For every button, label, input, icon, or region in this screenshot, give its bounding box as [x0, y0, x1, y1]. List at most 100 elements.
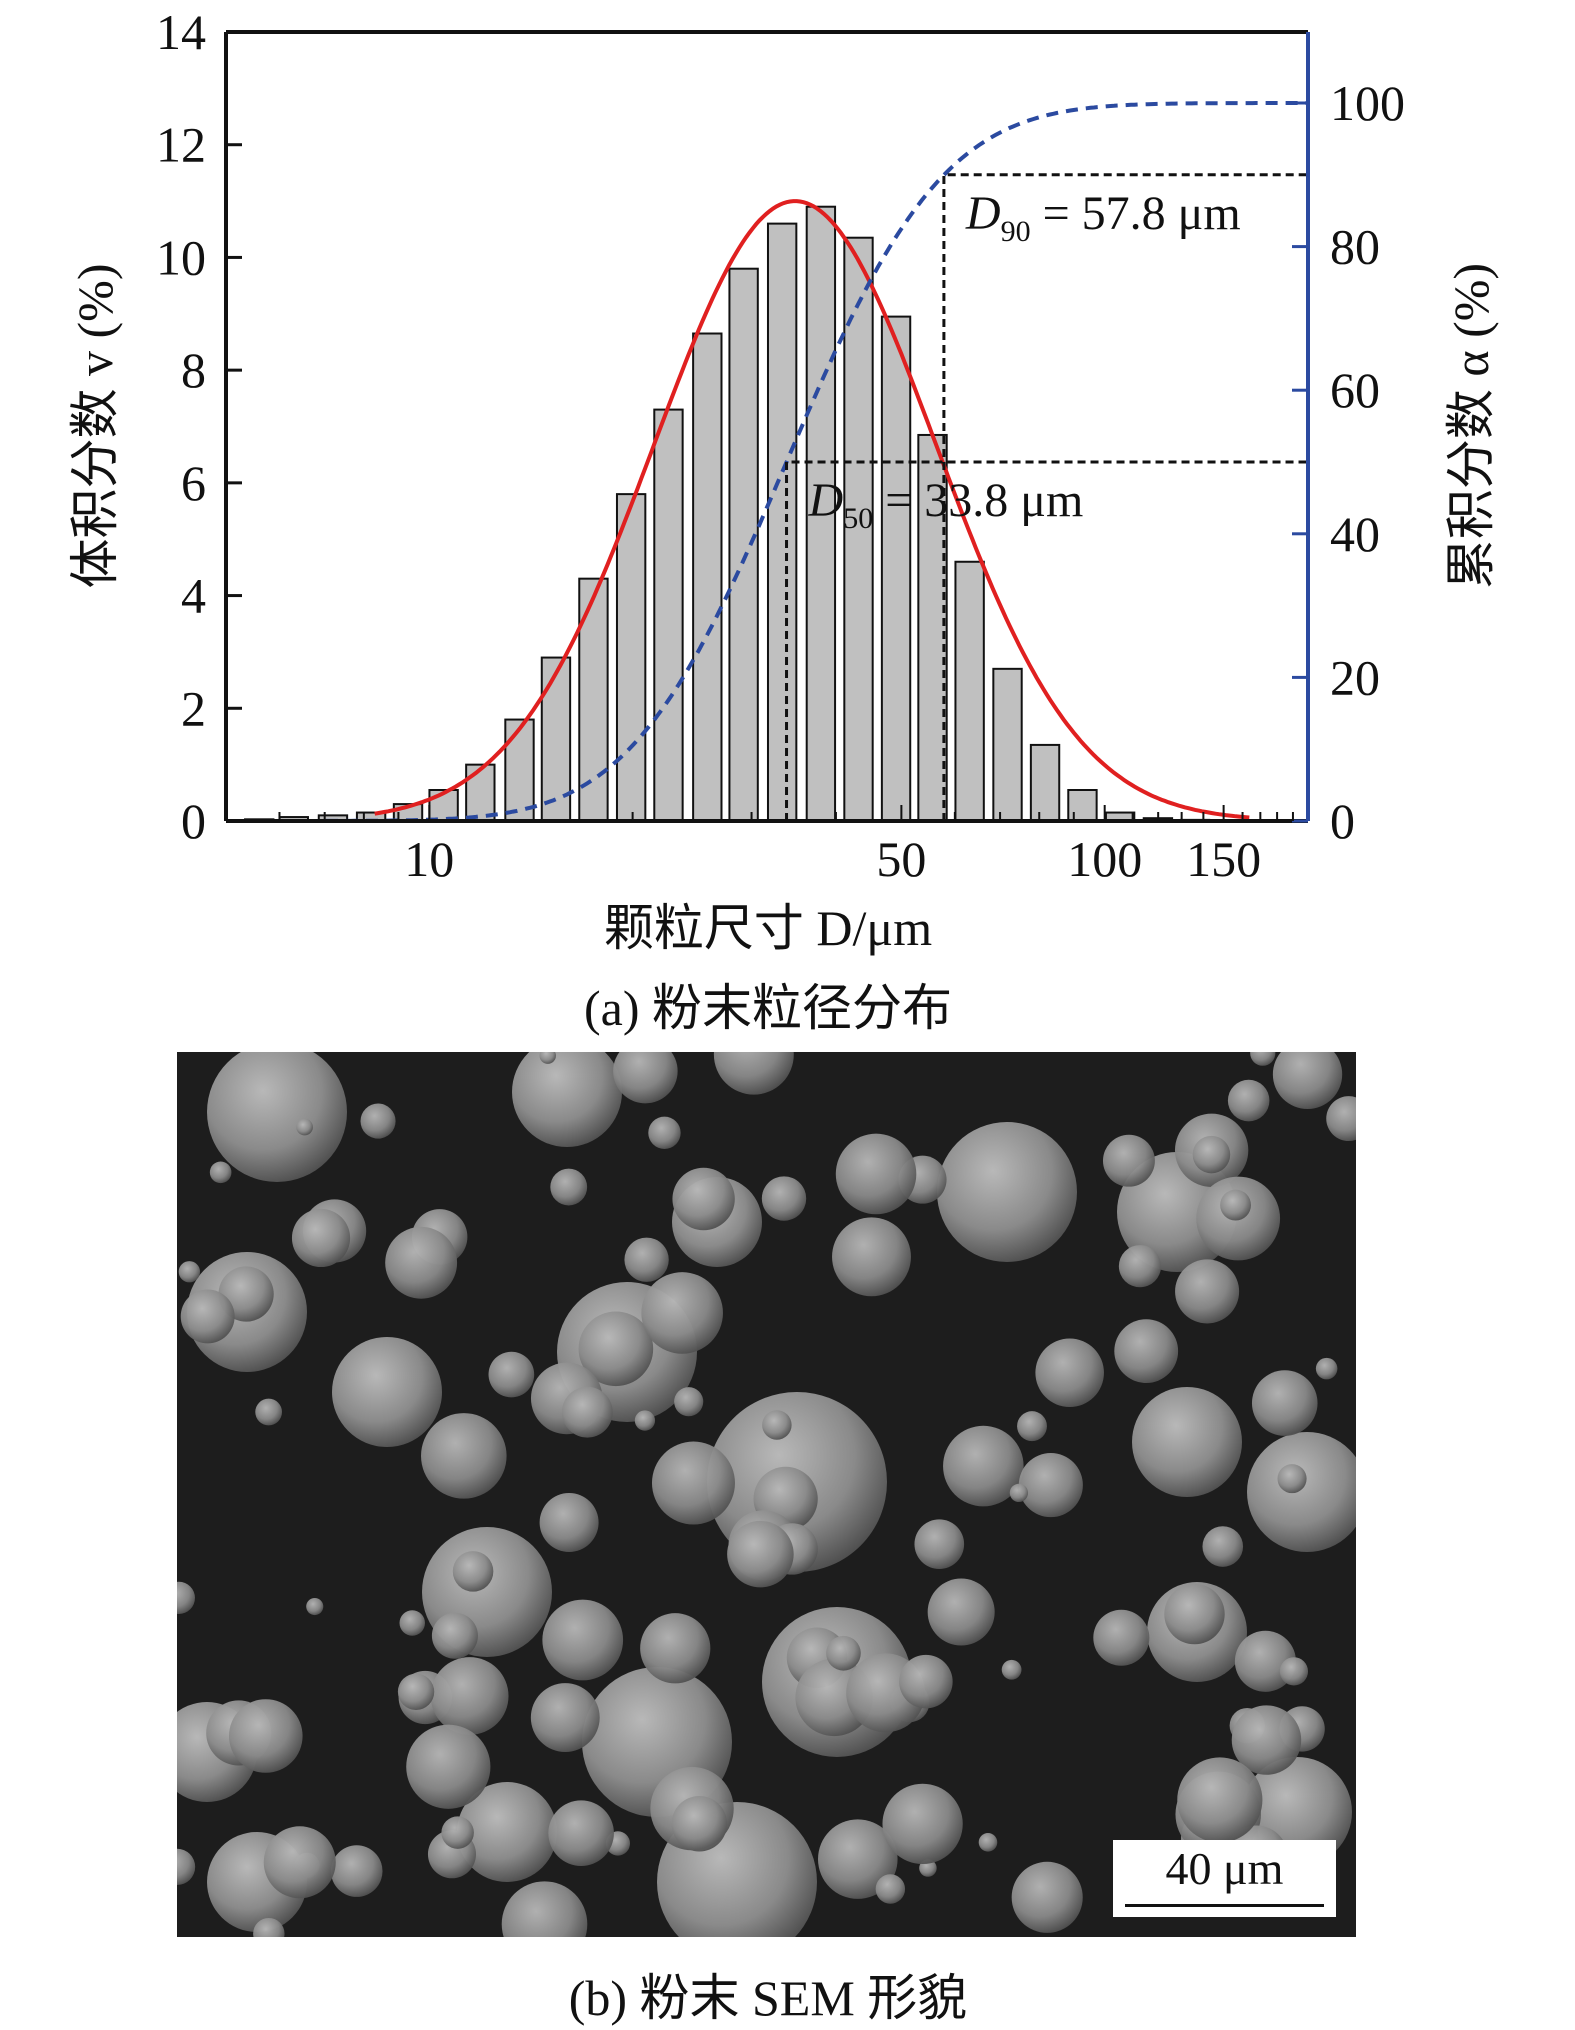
- sem-particle: [1093, 1609, 1150, 1666]
- scale-bar: 40 μm: [1113, 1840, 1336, 1917]
- sem-particle: [578, 1311, 654, 1387]
- y-right-tick-label: 100: [1330, 75, 1405, 131]
- sem-particle: [550, 1168, 588, 1206]
- sem-particle: [1277, 1464, 1307, 1494]
- axes-layer: 0 2 4 6 8 10 12 14 0 20 40 60 80 100 10 50 100 150: [156, 4, 1405, 887]
- sem-particle: [1018, 1453, 1083, 1518]
- sem-particle: [1001, 1659, 1022, 1680]
- bar: [880, 315, 912, 822]
- bar: [465, 763, 496, 823]
- sem-particle: [727, 1520, 794, 1588]
- sem-particle: [1315, 1357, 1338, 1380]
- sem-particle: [1132, 1387, 1242, 1497]
- y-left-tick-label: 4: [181, 568, 206, 624]
- sem-particle: [399, 1610, 425, 1636]
- sem-particle: [177, 1848, 196, 1885]
- sem-particle: [882, 1783, 963, 1865]
- y-right-tick-label: 60: [1330, 362, 1380, 418]
- sem-particle: [457, 1782, 557, 1882]
- y-left-tick-label: 0: [181, 793, 206, 849]
- sem-particle: [1227, 1079, 1270, 1122]
- sem-particle: [178, 1261, 201, 1283]
- x-axis-label: 颗粒尺寸 D/μm: [604, 900, 932, 956]
- bar: [615, 493, 647, 822]
- sem-particle: [431, 1612, 478, 1659]
- sem-particle: [441, 1816, 474, 1849]
- sem-particle: [624, 1237, 669, 1282]
- bar: [1067, 789, 1098, 823]
- sem-particle: [978, 1833, 998, 1852]
- sem-particle: [651, 1441, 735, 1525]
- sem-particle: [672, 1167, 735, 1231]
- y-right-tick-label: 80: [1330, 219, 1380, 275]
- bar: [805, 205, 837, 822]
- sem-particle: [1247, 1432, 1356, 1552]
- annotation-line-d90: [942, 173, 1308, 821]
- y-left-tick-label: 2: [181, 680, 206, 736]
- sem-particle: [1102, 1134, 1155, 1187]
- scale-bar-label: 40 μm: [1165, 1843, 1284, 1894]
- sem-particle: [360, 1103, 396, 1139]
- fit-curve: [374, 199, 1250, 820]
- sem-particle: [306, 1597, 324, 1616]
- y-right-tick-label: 40: [1330, 506, 1380, 562]
- sem-particle: [835, 1133, 917, 1215]
- sem-particle: [640, 1613, 711, 1684]
- sem-particle: [561, 1386, 613, 1438]
- bar: [766, 222, 798, 823]
- sem-particle: [1279, 1657, 1309, 1686]
- sem-particle: [1114, 1319, 1179, 1384]
- sem-particle: [832, 1217, 911, 1297]
- sem-particle: [1175, 1259, 1240, 1324]
- sem-particle: [1017, 1411, 1047, 1442]
- y-left-axis-label: 体积分数 v (%): [67, 264, 123, 589]
- sem-particle: [1177, 1757, 1263, 1843]
- bar: [954, 560, 985, 822]
- sem-particle: [634, 1410, 656, 1431]
- sem-particle: [818, 1819, 898, 1899]
- annotation-line-d50: [785, 460, 1308, 821]
- sem-particle: [937, 1122, 1077, 1262]
- sem-particle: [296, 1118, 313, 1136]
- sem-particle: [512, 1052, 622, 1147]
- caption-a: (a) 粉末粒径分布: [584, 980, 952, 1036]
- sem-particle: [385, 1226, 458, 1299]
- sem-particle: [488, 1351, 535, 1398]
- sem-particle: [330, 1845, 383, 1897]
- sem-particle: [1251, 1370, 1318, 1436]
- curves-layer: D90 = 57.8 μm D50 = 33.8 μm: [226, 101, 1308, 823]
- bar: [728, 267, 759, 822]
- sem-particle: [914, 1519, 965, 1569]
- sem-particle: [613, 1052, 678, 1104]
- sem-particle: [406, 1724, 491, 1809]
- y-right-tick-label: 20: [1330, 649, 1380, 705]
- sem-particle: [826, 1635, 861, 1671]
- sem-particle: [1192, 1135, 1231, 1174]
- sem-particle: [1009, 1483, 1029, 1503]
- bar: [1029, 743, 1061, 822]
- sem-particle: [671, 1796, 728, 1852]
- sem-particle: [762, 1410, 792, 1440]
- sem-particle: [209, 1161, 232, 1184]
- sem-particle: [291, 1208, 351, 1268]
- bar: [692, 332, 723, 822]
- sem-particle: [207, 1052, 347, 1182]
- x-tick-label: 10: [404, 831, 454, 887]
- sem-particle: [1202, 1526, 1244, 1567]
- y-left-tick-label: 6: [181, 455, 206, 511]
- sem-particle: [501, 1881, 588, 1937]
- sem-particle: [1234, 1630, 1296, 1692]
- y-left-tick-label: 12: [156, 117, 206, 173]
- bar: [843, 236, 874, 823]
- bar: [992, 667, 1023, 822]
- sem-particles: [177, 1052, 1356, 1937]
- sem-particle: [943, 1425, 1024, 1507]
- sem-particle: [253, 1917, 285, 1937]
- particle-size-chart: D90 = 57.8 μm D50 = 33.8 μm 0 2 4 6 8 10 12 14 0 2…: [67, 4, 1499, 956]
- caption-b: (b) 粉末 SEM 形貌: [568, 1970, 968, 2026]
- sem-particle: [875, 1874, 906, 1904]
- sem-particle: [332, 1337, 442, 1447]
- y-left-tick-label: 10: [156, 229, 206, 285]
- sem-particle: [1250, 1052, 1276, 1066]
- sem-particle: [397, 1673, 435, 1710]
